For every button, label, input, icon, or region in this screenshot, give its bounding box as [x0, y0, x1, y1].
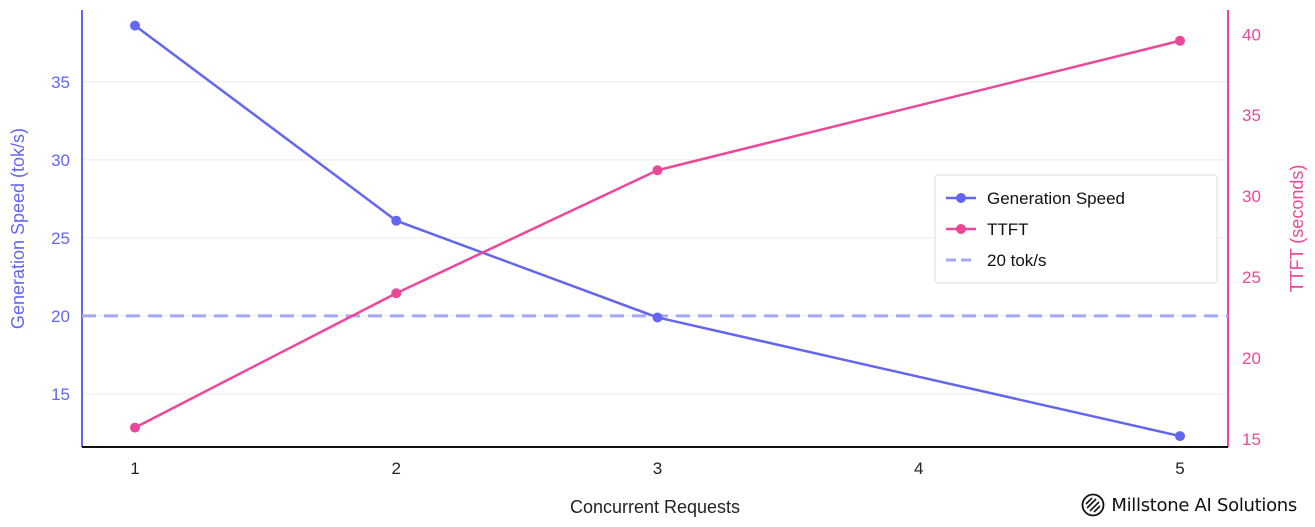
left-tick-label: 30 — [51, 151, 70, 170]
left-tick-label: 20 — [51, 307, 70, 326]
right-tick-label: 15 — [1242, 430, 1261, 449]
brand-logo: Millstone AI Solutions — [1081, 493, 1297, 517]
millstone-logo-icon — [1081, 493, 1105, 517]
legend-box — [934, 174, 1218, 284]
data-point — [652, 312, 663, 323]
legend-label: Generation Speed — [987, 189, 1125, 208]
legend-marker — [956, 193, 966, 203]
data-point — [391, 288, 402, 299]
data-point — [130, 422, 140, 433]
series-line-ttft — [134, 39, 1181, 429]
data-point — [1175, 431, 1185, 442]
right-tick-label: 20 — [1242, 349, 1261, 368]
right-tick-label: 25 — [1242, 268, 1261, 287]
right-tick-label: 40 — [1242, 25, 1261, 44]
axes — [81, 10, 1229, 448]
x-tick-label: 2 — [392, 459, 401, 478]
right-axis-title: TTFT (seconds) — [1287, 165, 1307, 293]
legend-marker — [956, 224, 966, 234]
left-axis-title: Generation Speed (tok/s) — [8, 128, 28, 329]
series-group — [130, 20, 1185, 442]
data-point — [391, 215, 402, 226]
data-point — [652, 165, 663, 176]
right-tick-label: 35 — [1242, 106, 1261, 125]
x-tick-label: 3 — [653, 459, 662, 478]
legend-label: 20 tok/s — [987, 251, 1047, 270]
left-tick-label: 25 — [51, 229, 70, 248]
brand-name: Millstone AI Solutions — [1111, 494, 1297, 516]
left-tick-label: 15 — [51, 385, 70, 404]
data-point — [1175, 35, 1185, 46]
data-point — [130, 20, 140, 31]
x-axis-title: Concurrent Requests — [570, 497, 740, 517]
left-tick-label: 35 — [51, 73, 70, 92]
series-line-generation-speed — [134, 24, 1181, 438]
legend-label: TTFT — [987, 220, 1029, 239]
x-tick-label: 5 — [1175, 459, 1184, 478]
right-tick-label: 30 — [1242, 187, 1261, 206]
tick-labels: 15 20 25 30 35 15 20 25 30 35 40 1 2 3 4 5 — [51, 25, 1261, 478]
x-tick-label: 1 — [130, 459, 139, 478]
x-tick-label: 4 — [914, 459, 923, 478]
legend: Generation Speed TTFT 20 tok/s — [934, 174, 1218, 284]
